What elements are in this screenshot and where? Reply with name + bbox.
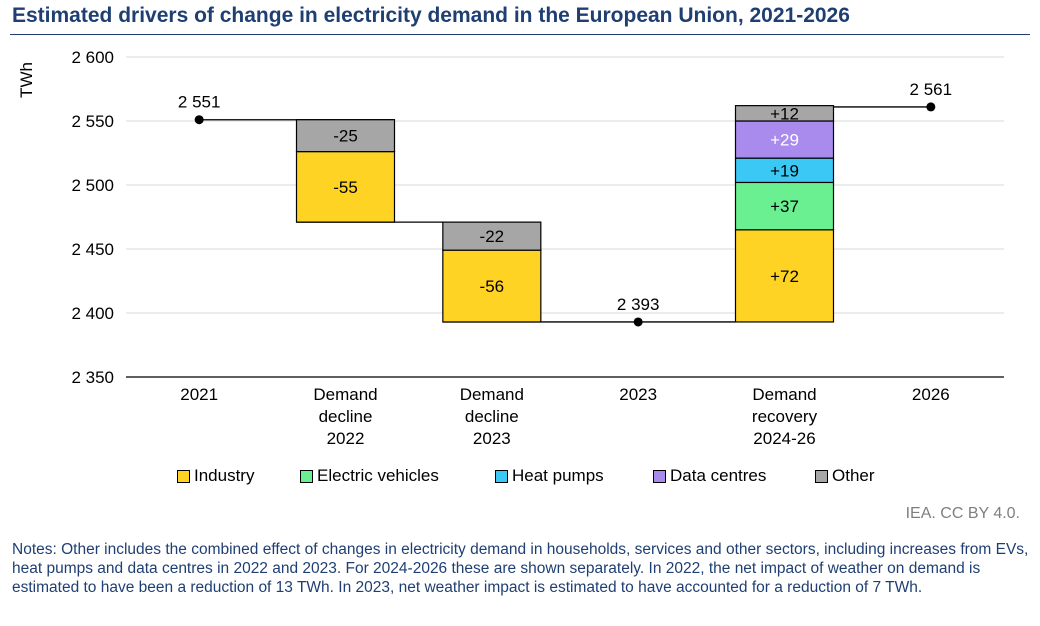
- total-point: [926, 102, 936, 112]
- x-tick-label: 2023: [473, 429, 511, 448]
- legend-label: Industry: [194, 466, 255, 485]
- y-tick-label: 2 600: [71, 48, 114, 67]
- x-tick-label: Demand: [752, 385, 816, 404]
- x-tick-label: decline: [465, 407, 519, 426]
- bar-segment-electric-vehicles: [734, 181, 835, 231]
- total-value-label: 2 551: [178, 93, 221, 112]
- bar-segment-other: [734, 105, 835, 122]
- bar-segment-heat-pumps: [734, 157, 835, 184]
- bar-segment-industry: [295, 151, 396, 223]
- y-tick-label: 2 400: [71, 304, 114, 323]
- total-point: [633, 317, 643, 327]
- legend-label: Heat pumps: [512, 466, 604, 485]
- bar-segment-label: +72: [770, 267, 799, 286]
- total-point: [194, 115, 204, 125]
- y-tick-label: 2 450: [71, 240, 114, 259]
- legend-label: Data centres: [670, 466, 767, 485]
- y-tick-label: 2 500: [71, 176, 114, 195]
- y-tick-label: 2 350: [71, 368, 114, 387]
- chart-title: Estimated drivers of change in electrici…: [12, 4, 850, 27]
- waterfall-chart: 2 350 2 400 2 450 2 500 2 550 2 600 TWh 2021 Dem…: [17, 48, 1004, 448]
- legend-label: Electric vehicles: [317, 466, 439, 485]
- chart-legend: Industry Electric vehicles Heat pumps Data …: [0, 466, 1040, 488]
- bar-segment-label: -55: [333, 178, 358, 197]
- bar-segment-data-centres: [734, 120, 835, 159]
- legend-item: Data centres: [653, 466, 766, 486]
- source-credit: IEA. CC BY 4.0.: [905, 505, 1020, 522]
- total-value-label: 2 561: [910, 80, 953, 99]
- x-tick-label: 2026: [912, 385, 950, 404]
- bar-segment-label: +37: [770, 197, 799, 216]
- x-tick-label: recovery: [752, 407, 818, 426]
- legend-label: Other: [832, 466, 875, 485]
- legend-swatch: [300, 469, 313, 483]
- x-tick-label: 2023: [619, 385, 657, 404]
- x-tick-label: 2021: [180, 385, 218, 404]
- legend-item: Industry: [177, 466, 254, 486]
- legend-swatch: [177, 469, 190, 483]
- x-tick-label: decline: [319, 407, 373, 426]
- bar-segment-label: -22: [480, 227, 505, 246]
- bar-segment-label: -25: [333, 127, 358, 146]
- y-tick-label: 2 550: [71, 112, 114, 131]
- x-tick-label: 2024-26: [753, 429, 815, 448]
- chart-notes: Notes: Other includes the combined effec…: [12, 541, 1029, 596]
- x-tick-label: Demand: [313, 385, 377, 404]
- bar-segment-other: [295, 119, 396, 153]
- y-axis-label: TWh: [17, 62, 36, 98]
- bar-segment-label: -56: [480, 277, 505, 296]
- legend-item: Electric vehicles: [300, 466, 439, 486]
- bar-segment-industry: [442, 249, 542, 323]
- legend-swatch: [653, 469, 666, 483]
- bar-segment-label: +19: [770, 161, 799, 180]
- x-tick-label: Demand: [460, 385, 524, 404]
- total-value-label: 2 393: [617, 295, 660, 314]
- legend-swatch: [815, 469, 828, 483]
- legend-swatch: [495, 469, 508, 483]
- bar-segment-label: +29: [770, 131, 799, 150]
- bar-segment-label: +12: [770, 104, 799, 123]
- legend-item: Other: [815, 466, 875, 486]
- x-tick-label: 2022: [327, 429, 365, 448]
- legend-item: Heat pumps: [495, 466, 604, 486]
- title-divider: [10, 34, 1030, 35]
- bar-segment-industry: [734, 229, 835, 323]
